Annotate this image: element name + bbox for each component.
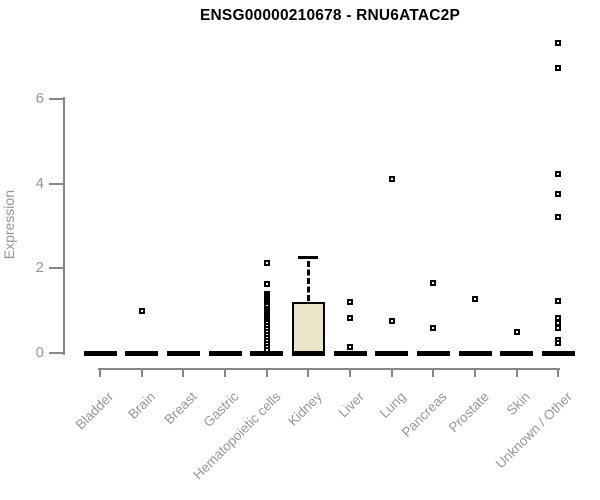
x-tick bbox=[390, 368, 393, 377]
x-tick bbox=[99, 368, 101, 377]
box-median-bar bbox=[541, 350, 575, 356]
whisker-cap bbox=[298, 256, 319, 260]
y-tick bbox=[49, 352, 63, 354]
y-tick-label: 0 bbox=[35, 344, 44, 361]
outlier-point bbox=[388, 176, 395, 183]
y-tick bbox=[49, 182, 63, 185]
x-tick bbox=[474, 368, 477, 377]
x-tick-label: Unknown / Other bbox=[492, 389, 575, 472]
x-tick-label: Breast bbox=[161, 389, 200, 428]
box-median-bar bbox=[83, 350, 117, 356]
whisker bbox=[306, 260, 310, 302]
x-tick bbox=[307, 368, 310, 377]
chart-title: ENSG00000210678 - RNU6ATAC2P bbox=[199, 7, 461, 24]
box bbox=[291, 302, 325, 356]
x-tick-label: Bladder bbox=[73, 389, 117, 433]
box-median-bar bbox=[291, 350, 325, 356]
box-median-bar bbox=[166, 350, 200, 356]
y-tick-label: 2 bbox=[35, 259, 44, 277]
outlier-point bbox=[430, 280, 437, 287]
outlier-point bbox=[347, 298, 354, 305]
outlier-point bbox=[555, 324, 562, 331]
y-tick-label: 6 bbox=[35, 90, 44, 108]
x-tick bbox=[349, 368, 352, 377]
x-tick-label: Lung bbox=[376, 389, 409, 421]
x-axis-line bbox=[98, 368, 561, 370]
box-median-bar bbox=[458, 350, 492, 356]
outlier-point bbox=[555, 39, 562, 46]
box-median-bar bbox=[500, 350, 534, 356]
x-tick-label: Brain bbox=[125, 389, 159, 422]
x-tick-label: Skin bbox=[504, 389, 534, 419]
outlier-point bbox=[555, 213, 562, 220]
box-median-bar bbox=[208, 350, 242, 356]
x-tick bbox=[515, 368, 518, 377]
x-tick bbox=[265, 368, 268, 377]
outlier-point bbox=[263, 280, 270, 287]
box-median-bar bbox=[416, 350, 450, 356]
box-median-bar bbox=[125, 350, 159, 356]
box-median-bar bbox=[333, 350, 367, 356]
outlier-point bbox=[555, 297, 562, 304]
outlier-point bbox=[472, 295, 479, 302]
outlier-point bbox=[347, 315, 354, 322]
outlier-point bbox=[513, 328, 520, 335]
outlier-point bbox=[138, 307, 145, 314]
box-median-bar bbox=[250, 350, 284, 356]
x-tick-label: Liver bbox=[335, 389, 367, 421]
x-tick-label: Gastric bbox=[200, 389, 242, 430]
outlier-point bbox=[263, 259, 270, 266]
outlier-point bbox=[555, 314, 562, 321]
x-tick-label: Kidney bbox=[285, 389, 325, 429]
outlier-point bbox=[555, 191, 562, 198]
outlier-point bbox=[555, 170, 562, 177]
y-tick-label: 4 bbox=[35, 174, 44, 192]
y-axis-line bbox=[63, 97, 65, 355]
outlier-point bbox=[555, 64, 562, 71]
outlier-point bbox=[263, 346, 270, 353]
box-median-bar bbox=[375, 350, 409, 356]
y-tick bbox=[49, 98, 63, 101]
outlier-point bbox=[555, 339, 562, 346]
outlier-point bbox=[388, 318, 395, 325]
x-tick bbox=[432, 368, 435, 377]
outlier-point bbox=[347, 344, 354, 351]
x-tick bbox=[557, 368, 560, 377]
outlier-point bbox=[430, 325, 437, 332]
y-tick bbox=[49, 267, 63, 270]
x-tick bbox=[140, 368, 143, 377]
x-tick bbox=[224, 368, 226, 377]
x-tick-label: Prostate bbox=[445, 389, 492, 436]
x-tick bbox=[182, 368, 185, 377]
